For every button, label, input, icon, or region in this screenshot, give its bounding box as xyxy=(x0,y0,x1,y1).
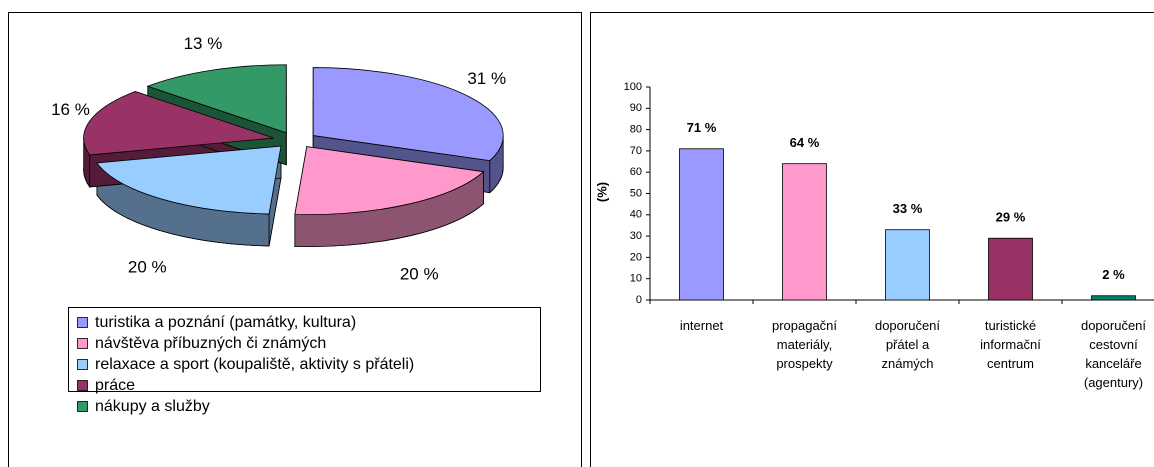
y-tick-label: 60 xyxy=(630,166,642,178)
bar-value-label: 71 % xyxy=(687,120,717,135)
x-tick-label: internet xyxy=(679,318,724,333)
legend-label: práce xyxy=(95,377,135,394)
pie-value-label: 16 % xyxy=(51,100,90,119)
bar xyxy=(782,163,827,301)
legend-swatch xyxy=(77,401,88,412)
pie-slice xyxy=(83,91,274,156)
right-panel xyxy=(590,12,1154,467)
legend-label: nákupy a služby xyxy=(95,398,210,415)
x-tick-label: doporučení cestovní kanceláře (agentury) xyxy=(1080,318,1147,390)
y-tick-label: 50 xyxy=(630,187,642,199)
bar xyxy=(679,148,724,301)
legend-swatch xyxy=(77,380,88,391)
legend-label: relaxace a sport (koupaliště, aktivity s… xyxy=(95,356,414,373)
pie-slice xyxy=(294,146,485,216)
x-tick-label: propagační materiály, prospekty xyxy=(771,318,838,371)
pie-value-label: 20 % xyxy=(128,257,167,276)
pie-slice xyxy=(312,67,504,162)
pie-slice xyxy=(96,145,282,215)
legend xyxy=(68,307,541,392)
y-tick-label: 0 xyxy=(636,294,642,306)
legend-swatch xyxy=(77,317,88,328)
pie-value-label: 20 % xyxy=(400,265,439,284)
left-panel xyxy=(8,12,582,467)
y-tick-label: 10 xyxy=(630,273,642,285)
bar xyxy=(885,229,930,301)
bar-value-label: 29 % xyxy=(996,210,1026,225)
legend-label: návštěva příbuzných či známých xyxy=(95,335,326,352)
bar-value-label: 64 % xyxy=(790,135,820,150)
pie-value-label: 13 % xyxy=(184,34,223,53)
y-tick-label: 100 xyxy=(624,81,642,93)
legend-swatch xyxy=(77,338,88,349)
pie-value-label: 31 % xyxy=(467,69,506,88)
bar-value-label: 33 % xyxy=(893,201,923,216)
legend-swatch xyxy=(77,359,88,370)
y-tick-label: 80 xyxy=(630,124,642,136)
y-tick-label: 90 xyxy=(630,102,642,114)
y-tick-label: 40 xyxy=(630,209,642,221)
bar-value-label: 2 % xyxy=(1102,267,1125,282)
bar xyxy=(988,237,1033,301)
x-tick-label: turistické informační centrum xyxy=(980,318,1041,371)
legend-label: turistika a poznání (památky, kultura) xyxy=(95,314,356,331)
y-axis-title: (%) xyxy=(594,182,609,202)
bar xyxy=(1091,295,1136,301)
y-tick-label: 20 xyxy=(630,251,642,263)
x-tick-label: doporučení přátel a známých xyxy=(874,318,941,371)
y-tick-label: 30 xyxy=(630,230,642,242)
pie-slice xyxy=(146,64,287,134)
y-tick-label: 70 xyxy=(630,145,642,157)
